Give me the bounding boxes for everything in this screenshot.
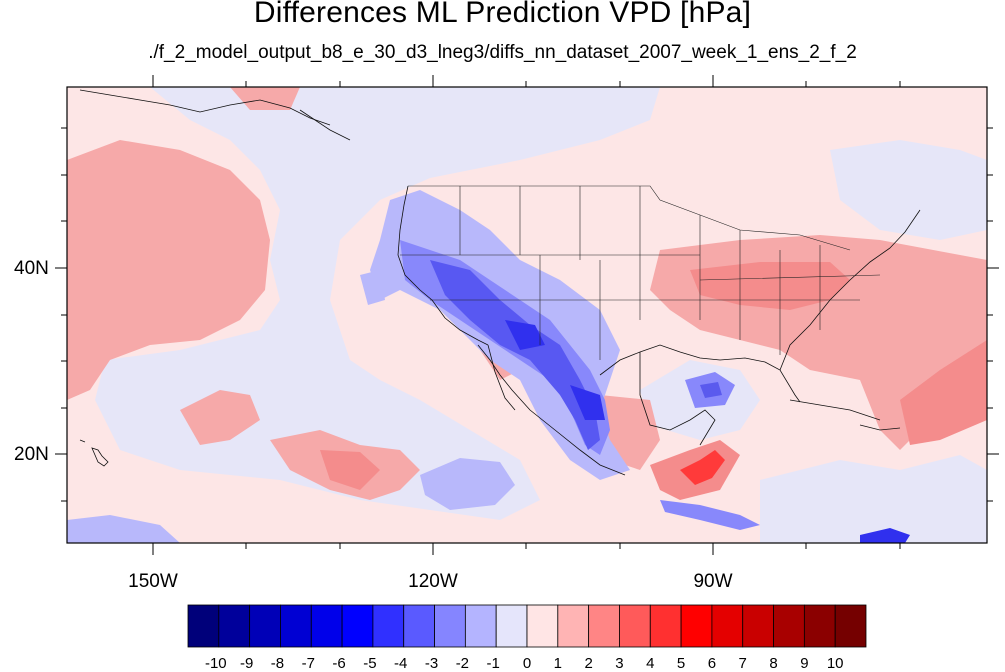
colorbar-swatch [280,604,312,648]
field-cool-region [760,455,987,543]
field-dry-region [700,382,722,398]
colorbar-tick-label: 0 [522,655,532,672]
lon-label-120w: 120W [408,571,458,592]
colorbar-swatch [218,604,251,648]
colorbar-tick-label: -8 [270,655,285,672]
field-warm-region [230,87,300,110]
colorbar-swatch [588,604,620,648]
lon-label-90w: 90W [693,571,733,592]
colorbar-swatch [310,604,343,648]
colorbar-tick-label: 1 [553,655,562,672]
state-borders [400,185,881,360]
colorbar-swatch [464,604,497,648]
colorbar-swatch [619,604,651,648]
colorbar-swatch [711,604,744,648]
colorbar-tick-label: 8 [769,655,778,672]
field-dry-region [660,500,760,530]
colorbar-swatch [526,604,559,648]
field-dry-region [360,270,385,305]
colorbar-swatch [187,604,220,648]
colorbar-swatch [742,604,774,648]
field-warm-region [67,140,270,400]
colorbar-tick-label: -9 [239,655,254,672]
colorbar-tick-label: 2 [584,655,593,672]
colorbar-tick-label: -2 [455,655,470,672]
coastlines [397,185,921,476]
map-subtitle: ./f_2_model_output_b8_e_30_d3_lneg3/diff… [148,42,857,63]
lon-label-150w: 150W [128,571,178,592]
colorbar-tick-label: -4 [394,655,408,672]
colorbar-swatch [249,604,281,648]
colorbar-tick-label: -3 [424,655,439,672]
field-cool-region [830,140,987,240]
axis-ticks [55,75,999,555]
colorbar-swatch [341,604,374,648]
colorbar-swatch [773,604,805,648]
colorbar-swatch [834,604,867,648]
field-warm-region [180,390,260,445]
colorbar-tick-label: 4 [646,655,655,672]
field-dry-region [420,458,515,510]
colorbar [187,604,867,648]
colorbar-tick-label: 6 [707,655,717,672]
field-dry-region [430,260,600,450]
field-warm-region [320,450,380,490]
field-warm-region [690,262,850,310]
lat-label-20n: 20N [14,444,49,465]
field-warm-region [900,340,987,445]
alaska-coast [79,89,351,141]
field-dry-region [505,320,605,420]
colorbar-swatch [557,604,590,648]
colorbar-tick-label: -6 [332,655,346,672]
hawaii-islands [79,439,109,467]
colorbar-tick-label: -1 [486,655,500,672]
colorbar-swatch [803,604,836,648]
colorbar-tick-label: 7 [738,655,747,672]
colorbar-tick-label: 3 [615,655,624,672]
field-dry-region [67,515,180,543]
colorbar-tick-label: -10 [204,655,227,672]
lat-label-40n: 40N [14,258,49,279]
field-warm-region [680,450,725,485]
map-title: Differences ML Prediction VPD [hPa] [253,0,752,29]
colorbar-tick-label: 10 [826,655,844,672]
colorbar-swatch [372,604,405,648]
colorbar-swatch [680,604,713,648]
colorbar-swatch [434,604,466,648]
colorbar-tick-label: 5 [676,655,686,672]
colorbar-swatch [495,604,528,648]
field-dry-region [860,528,910,543]
colorbar-tick-label: 9 [800,655,809,672]
map-plot-area [67,87,987,543]
caribbean-coast [789,399,901,431]
colorbar-tick-label: -5 [363,655,377,672]
colorbar-swatch [649,604,682,648]
colorbar-swatch [403,604,435,648]
colorbar-tick-label: -7 [301,655,315,672]
